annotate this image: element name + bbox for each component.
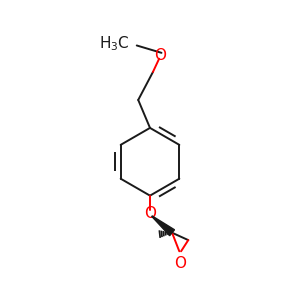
Text: O: O	[144, 206, 156, 220]
Text: O: O	[174, 256, 186, 271]
Polygon shape	[152, 216, 175, 236]
Text: O: O	[154, 48, 166, 63]
Text: H$_3$C: H$_3$C	[99, 34, 129, 53]
